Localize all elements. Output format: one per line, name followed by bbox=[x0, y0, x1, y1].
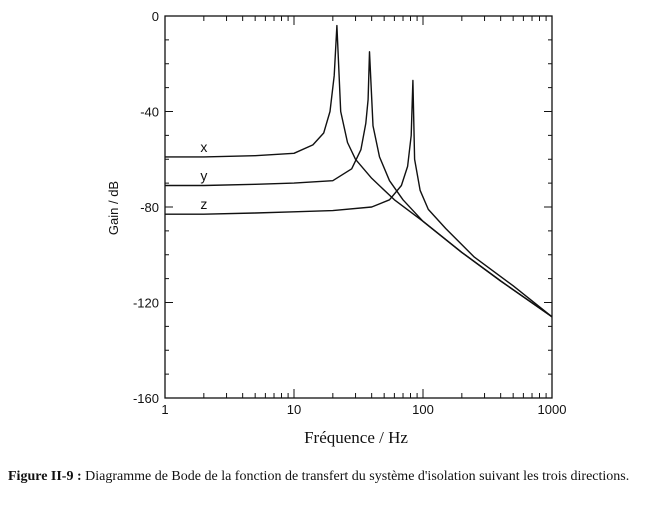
y-axis-label: Gain / dB bbox=[106, 181, 121, 235]
plot-border bbox=[164, 15, 553, 399]
series-line-x bbox=[165, 24, 553, 318]
x-axis-label: Fréquence / Hz bbox=[304, 428, 408, 447]
x-tick-label: 1 bbox=[161, 402, 168, 417]
x-tick-label: 10 bbox=[287, 402, 301, 417]
y-tick-label: 0 bbox=[152, 9, 159, 24]
series-labels: xyz bbox=[200, 139, 207, 212]
y-tick-label: -80 bbox=[140, 200, 159, 215]
series-line-y bbox=[165, 51, 553, 318]
series-label-y: y bbox=[200, 168, 207, 184]
y-tick-label: -120 bbox=[133, 296, 159, 311]
tick-labels: 1 10 100 1000 0 -40 -80 -120 -160 bbox=[133, 9, 566, 417]
y-tick-label: -160 bbox=[133, 391, 159, 406]
axis-ticks bbox=[165, 15, 552, 399]
caption-text: Diagramme de Bode de la fonction de tran… bbox=[81, 469, 630, 484]
series-line-z bbox=[165, 79, 553, 318]
x-tick-label: 1000 bbox=[538, 402, 567, 417]
y-tick-label: -40 bbox=[140, 105, 159, 120]
series-label-z: z bbox=[200, 196, 207, 212]
plot-frame bbox=[164, 15, 553, 399]
series-lines bbox=[165, 24, 553, 318]
x-tick-label: 100 bbox=[412, 402, 434, 417]
series-label-x: x bbox=[200, 139, 207, 155]
figure-label: Figure II-9 : bbox=[8, 469, 82, 484]
figure-caption: Figure II-9 : Diagramme de Bode de la fo… bbox=[8, 462, 644, 492]
